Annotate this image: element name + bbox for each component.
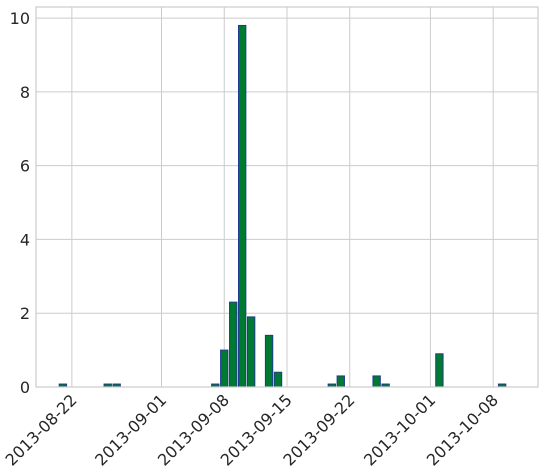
bar: [220, 349, 229, 388]
bar: [273, 371, 283, 388]
bar: [246, 316, 256, 388]
grid: [36, 7, 538, 388]
plot-frame: [35, 6, 539, 388]
bars: [58, 24, 507, 388]
y-tick-label: 10: [10, 9, 30, 28]
y-tick-label: 8: [20, 83, 30, 102]
y-tick-label: 6: [20, 157, 30, 176]
x-tick-label: 2013-08-22: [2, 390, 81, 469]
bar: [264, 334, 274, 388]
x-axis-ticks: 2013-08-22 2013-09-012013-09-082013-09-15…: [2, 390, 503, 469]
y-tick-label: 2: [20, 304, 30, 323]
bar: [336, 375, 345, 388]
bar: [238, 24, 247, 388]
y-tick-label: 0: [20, 378, 30, 397]
y-axis-ticks: 0 2 4 6 8 10: [10, 9, 30, 397]
bar: [372, 375, 381, 388]
bar: [435, 353, 444, 388]
bar: [229, 301, 238, 388]
y-tick-label: 4: [20, 230, 30, 249]
